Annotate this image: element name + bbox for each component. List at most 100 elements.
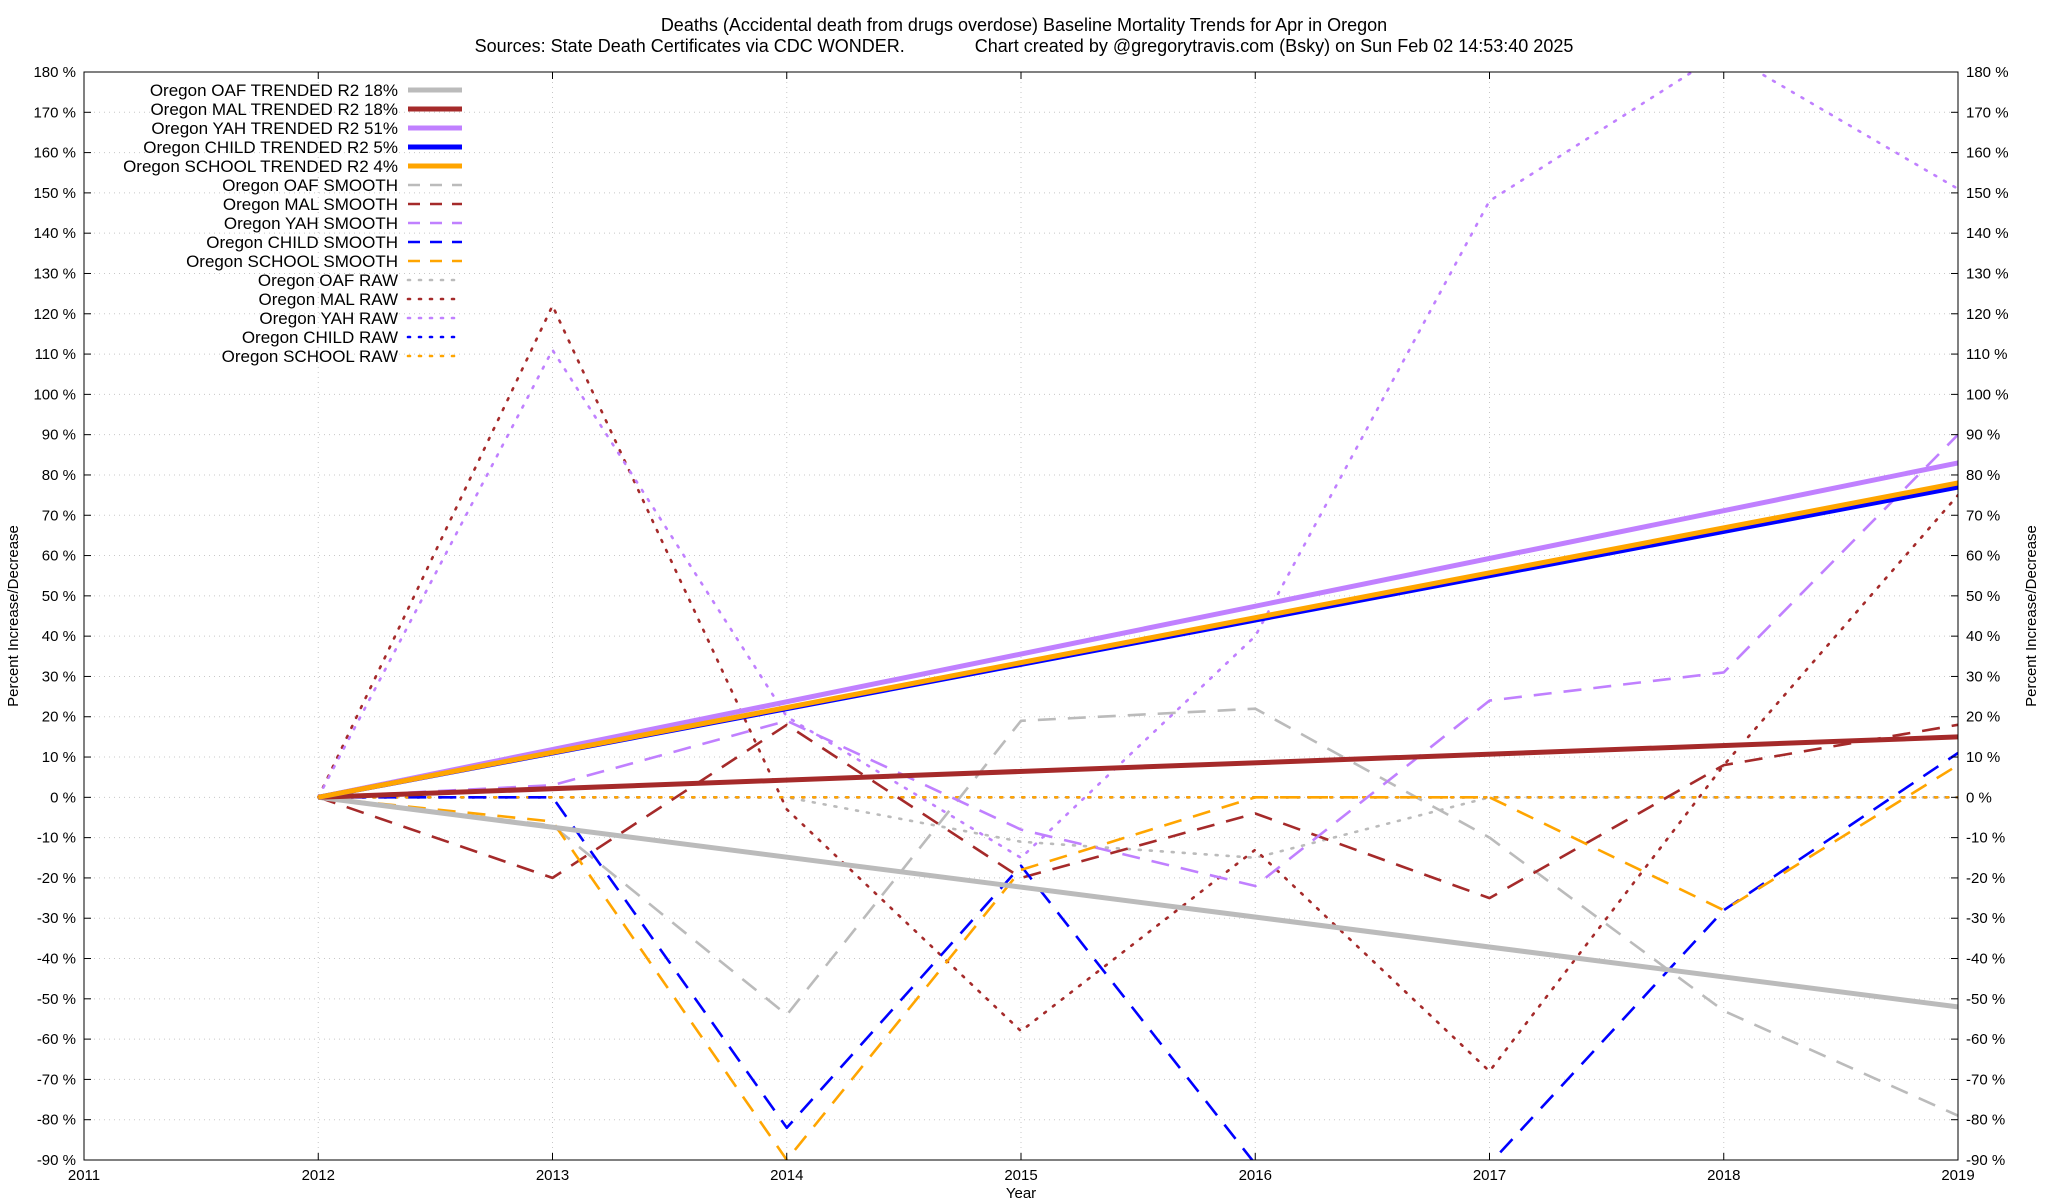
y-tick-label-right: 40 % xyxy=(1966,628,2000,645)
y-tick-label-right: -60 % xyxy=(1966,1031,2005,1048)
legend-label: Oregon CHILD SMOOTH xyxy=(206,233,398,252)
series-line-8 xyxy=(318,751,1958,1160)
y-tick-label-right: -50 % xyxy=(1966,991,2005,1008)
y-tick-label-left: -90 % xyxy=(37,1152,76,1169)
series-line-7 xyxy=(318,433,1958,888)
legend: Oregon OAF TRENDED R2 18%Oregon MAL TREN… xyxy=(123,81,464,366)
y-axis-label-right: Percent Increase/Decrease xyxy=(2023,525,2040,707)
y-tick-label-left: 0 % xyxy=(50,789,76,806)
y-tick-label-left: 140 % xyxy=(33,225,76,242)
y-tick-label-right: 170 % xyxy=(1966,104,2009,121)
legend-label: Oregon YAH SMOOTH xyxy=(224,214,398,233)
y-tick-label-left: 40 % xyxy=(42,628,76,645)
y-tick-label-left: 150 % xyxy=(33,185,76,202)
x-tick-label: 2014 xyxy=(770,1167,803,1184)
y-tick-label-right: 130 % xyxy=(1966,265,2009,282)
y-tick-label-right: 80 % xyxy=(1966,467,2000,484)
y-tick-label-left: 30 % xyxy=(42,668,76,685)
legend-label: Oregon SCHOOL SMOOTH xyxy=(186,252,398,271)
x-tick-label: 2012 xyxy=(302,1167,335,1184)
x-tick-label: 2018 xyxy=(1707,1167,1740,1184)
y-tick-label-right: 90 % xyxy=(1966,427,2000,444)
y-tick-label-left: -50 % xyxy=(37,991,76,1008)
series-line-5 xyxy=(318,707,1958,1117)
y-tick-label-left: -60 % xyxy=(37,1031,76,1048)
x-tick-label: 2011 xyxy=(68,1167,100,1184)
legend-label: Oregon SCHOOL RAW xyxy=(222,347,398,366)
y-axis-label-left: Percent Increase/Decrease xyxy=(5,525,22,707)
series-line-10 xyxy=(316,795,1958,860)
series-line-12 xyxy=(316,72,1958,860)
y-tick-label-left: 130 % xyxy=(33,265,76,282)
series-line-9 xyxy=(318,763,1958,1160)
y-tick-label-right: -70 % xyxy=(1966,1071,2005,1088)
legend-label: Oregon MAL RAW xyxy=(258,290,398,309)
y-tick-label-right: 10 % xyxy=(1966,749,2000,766)
legend-label: Oregon OAF TRENDED R2 18% xyxy=(150,81,398,100)
legend-label: Oregon CHILD RAW xyxy=(242,328,398,347)
y-tick-label-right: 180 % xyxy=(1966,64,2009,81)
x-tick-label: 2015 xyxy=(1004,1167,1037,1184)
y-tick-label-left: 60 % xyxy=(42,548,76,565)
y-tick-label-right: 140 % xyxy=(1966,225,2009,242)
series-line-11 xyxy=(316,304,1958,1073)
y-tick-label-right: -30 % xyxy=(1966,910,2005,927)
legend-label: Oregon YAH TRENDED R2 51% xyxy=(151,119,398,138)
y-tick-label-left: -40 % xyxy=(37,951,76,968)
y-tick-label-left: 50 % xyxy=(42,588,76,605)
legend-label: Oregon MAL TRENDED R2 18% xyxy=(150,100,398,119)
y-tick-label-left: 70 % xyxy=(42,507,76,524)
legend-label: Oregon OAF SMOOTH xyxy=(222,176,398,195)
legend-label: Oregon CHILD TRENDED R2 5% xyxy=(143,138,398,157)
x-tick-label: 2017 xyxy=(1473,1167,1506,1184)
legend-label: Oregon OAF RAW xyxy=(258,271,398,290)
series-line-0 xyxy=(317,794,1958,1010)
y-tick-label-right: 120 % xyxy=(1966,306,2009,323)
y-tick-label-left: -80 % xyxy=(37,1112,76,1129)
y-tick-label-left: 100 % xyxy=(33,386,76,403)
y-tick-label-right: -90 % xyxy=(1966,1152,2005,1169)
legend-label: Oregon SCHOOL TRENDED R2 4% xyxy=(123,157,398,176)
y-tick-label-right: -20 % xyxy=(1966,870,2005,887)
y-tick-label-right: 0 % xyxy=(1966,789,1992,806)
series-line-4 xyxy=(317,480,1958,800)
x-tick-label: 2013 xyxy=(536,1167,569,1184)
y-tick-label-left: -30 % xyxy=(37,910,76,927)
y-tick-label-right: 160 % xyxy=(1966,145,2009,162)
y-tick-label-left: 170 % xyxy=(33,104,76,121)
series-line-1 xyxy=(318,734,1958,800)
x-tick-label: 2019 xyxy=(1941,1167,1974,1184)
legend-label: Oregon MAL SMOOTH xyxy=(223,195,398,214)
y-tick-label-right: 110 % xyxy=(1966,346,2007,363)
y-tick-label-left: -10 % xyxy=(37,830,76,847)
y-tick-label-right: 60 % xyxy=(1966,548,2000,565)
axis-ticks: 180 % 180 % 170 % 170 % 160 % 160 % 150 % 150 %… xyxy=(33,64,2008,1184)
y-tick-label-left: 120 % xyxy=(33,306,76,323)
series-group xyxy=(316,72,1958,1160)
x-tick-label: 2016 xyxy=(1239,1167,1272,1184)
y-tick-label-left: 90 % xyxy=(42,427,76,444)
y-tick-label-right: 70 % xyxy=(1966,507,2000,524)
chart-title: Deaths (Accidental death from drugs over… xyxy=(660,15,1388,35)
y-tick-label-left: -70 % xyxy=(37,1071,76,1088)
chart-subtitle: Sources: State Death Certificates via CD… xyxy=(474,36,1574,56)
x-axis-label: Year xyxy=(1006,1185,1036,1200)
y-tick-label-left: 20 % xyxy=(42,709,76,726)
y-tick-label-left: 10 % xyxy=(42,749,76,766)
y-tick-label-right: 100 % xyxy=(1966,386,2009,403)
y-tick-label-left: 160 % xyxy=(33,145,76,162)
y-tick-label-right: 50 % xyxy=(1966,588,2000,605)
y-tick-label-left: 80 % xyxy=(42,467,76,484)
y-tick-label-right: -80 % xyxy=(1966,1112,2005,1129)
series-line-2 xyxy=(317,460,1958,800)
y-tick-label-right: -10 % xyxy=(1966,830,2005,847)
y-tick-label-right: -40 % xyxy=(1966,951,2005,968)
y-tick-label-left: 110 % xyxy=(35,346,76,363)
y-tick-label-right: 20 % xyxy=(1966,709,2000,726)
y-tick-label-left: 180 % xyxy=(33,64,76,81)
y-tick-label-right: 30 % xyxy=(1966,668,2000,685)
y-tick-label-left: -20 % xyxy=(37,870,76,887)
legend-label: Oregon YAH RAW xyxy=(259,309,398,328)
y-tick-label-right: 150 % xyxy=(1966,185,2009,202)
